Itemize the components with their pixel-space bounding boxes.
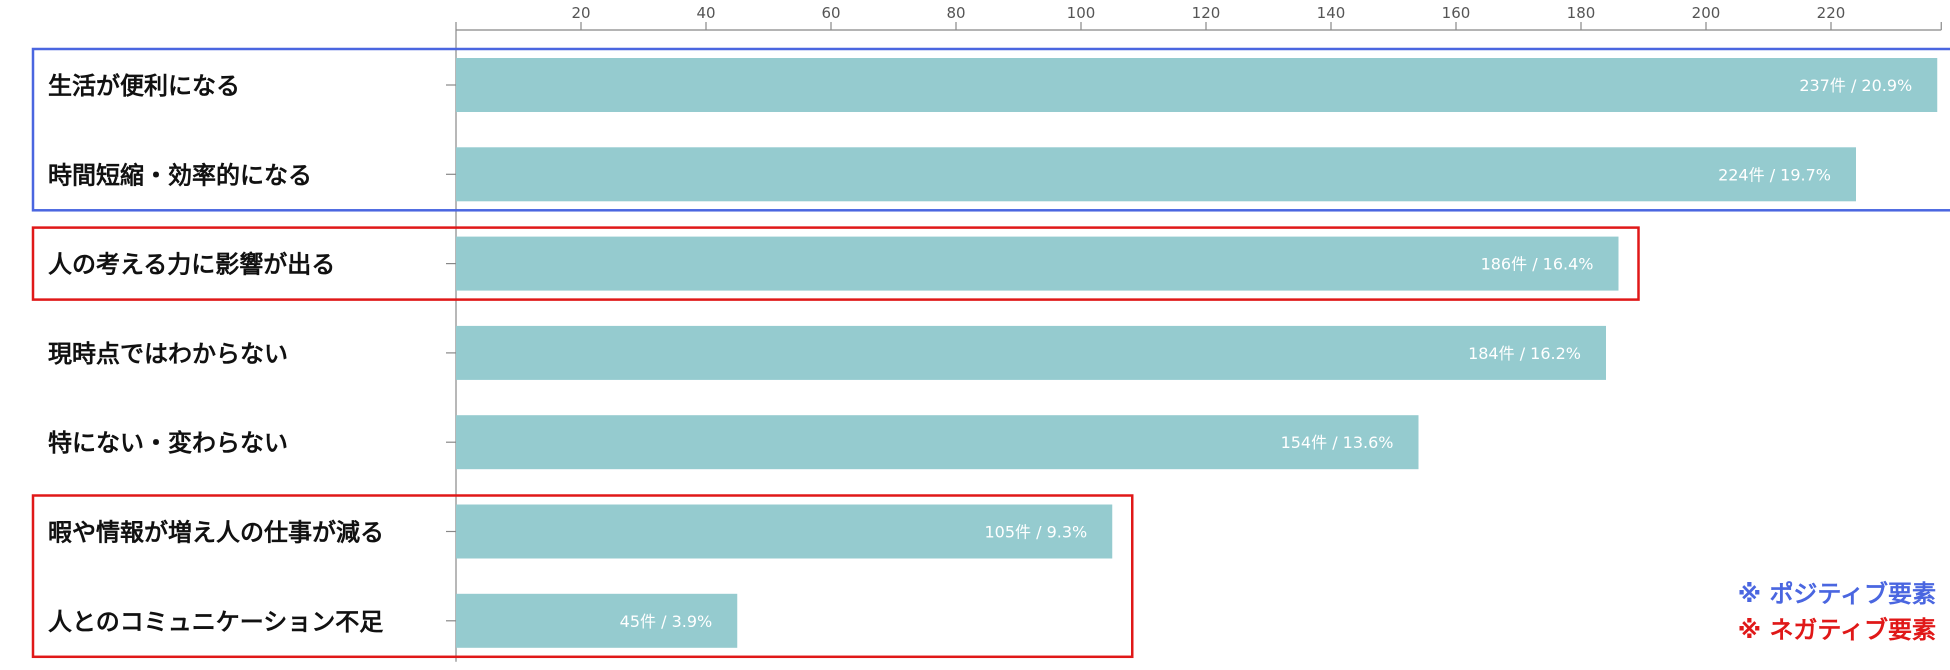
category-label: 生活が便利になる [48, 72, 240, 100]
bar [456, 58, 1938, 112]
legend: ※ ポジティブ要素 ※ ネガティブ要素 [1738, 580, 1936, 644]
legend-negative: ※ ネガティブ要素 [1738, 616, 1936, 644]
group-box-negative [31, 226, 1640, 301]
x-axis: 20 40 60 80 100 120 140 160 180 200 220 [446, 4, 1942, 662]
bar [456, 593, 738, 648]
bar-data-label: 105件 / 9.3% [984, 523, 1087, 542]
category-label: 特にない・変わらない [48, 429, 288, 457]
bar [456, 236, 1619, 291]
x-tick-label: 220 [1817, 4, 1846, 22]
bar [456, 415, 1419, 470]
bar-data-label: 184件 / 16.2% [1468, 344, 1581, 363]
x-tick-label: 100 [1067, 4, 1096, 22]
bar-data-label: 237件 / 20.9% [1799, 76, 1912, 95]
bar-data-label: 154件 / 13.6% [1281, 433, 1394, 452]
category-label: 暇や情報が増え人の仕事が減る [48, 519, 384, 547]
group-box-positive [31, 47, 1950, 212]
bars: 237件 / 20.9% 224件 / 19.7% 186件 / 16.4% 184件… [456, 58, 1938, 648]
x-tick-label: 160 [1442, 4, 1471, 22]
category-labels: 生活が便利になる時間短縮・効率的になる人の考える力に影響が出る現時点ではわからな… [48, 72, 384, 636]
x-tick-label: 40 [696, 4, 715, 22]
category-label: 時間短縮・効率的になる [48, 161, 312, 189]
x-tick-label: 60 [821, 4, 840, 22]
bar [456, 325, 1606, 380]
x-tick-label: 80 [946, 4, 965, 22]
category-label: 人の考える力に影響が出る [48, 251, 335, 279]
x-tick-label: 140 [1317, 4, 1346, 22]
legend-positive: ※ ポジティブ要素 [1738, 580, 1936, 608]
category-label: 現時点ではわからない [48, 340, 288, 368]
x-tick-label: 200 [1692, 4, 1721, 22]
x-tick-label: 20 [571, 4, 590, 22]
group-box-negative [31, 494, 1134, 659]
bar [456, 504, 1113, 559]
category-label: 人とのコミュニケーション不足 [48, 608, 383, 636]
bar [456, 147, 1856, 202]
x-tick-label: 180 [1567, 4, 1596, 22]
bar-data-label: 186件 / 16.4% [1481, 255, 1594, 274]
bar-data-label: 224件 / 19.7% [1718, 165, 1831, 184]
bar-data-label: 45件 / 3.9% [620, 612, 713, 631]
x-tick-label: 120 [1192, 4, 1221, 22]
group-highlights [31, 47, 1950, 659]
